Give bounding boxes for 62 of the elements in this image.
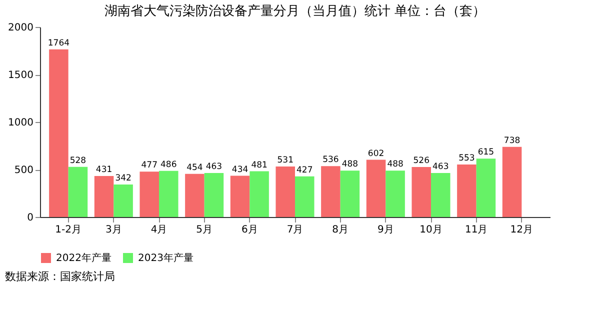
x-tick-label: 9月 [377,224,394,236]
x-tick-label: 11月 [464,224,488,236]
x-tick-label: 1-2月 [55,224,82,236]
x-tick-label: 6月 [241,224,258,236]
y-tick-label: 1500 [8,70,34,81]
bar [340,170,360,217]
bar [49,49,68,217]
data-label: 531 [277,156,294,166]
bar [114,184,133,217]
x-tick-label: 3月 [105,224,122,236]
data-label: 488 [387,160,404,170]
data-label: 477 [141,160,158,171]
bar [476,158,496,217]
bar [502,146,522,217]
bar [366,160,386,217]
data-label: 1764 [48,38,70,48]
x-tick-label: 4月 [150,224,168,236]
bar [140,172,159,217]
x-tick-label: 8月 [332,224,349,236]
data-label: 463 [206,162,222,172]
x-tick-label: 12月 [510,224,534,236]
source-note: 数据来源：国家统计局 [5,270,115,283]
data-label: 738 [504,136,520,146]
bar [68,166,88,217]
bar [276,166,295,217]
data-label: 454 [186,162,203,173]
data-label: 481 [251,160,268,170]
chart-title: 湖南省大气污染防治设备产量分月（当月值）统计 单位：台（套） [104,4,486,19]
data-label: 463 [432,162,449,172]
data-label: 434 [232,164,248,175]
y-tick-label: 0 [27,212,34,224]
y-tick-label: 2000 [8,22,34,34]
data-label: 488 [342,160,358,170]
bar [295,176,314,217]
data-label: 486 [160,160,177,170]
legend-label: 2022年产量 [56,252,112,264]
bar [431,173,450,217]
y-tick-label: 500 [14,165,34,176]
bar [321,166,340,217]
y-tick-label: 1000 [8,118,34,128]
bar [204,173,224,217]
bar [94,176,114,217]
bar [386,170,405,217]
data-label: 526 [413,156,430,166]
data-label: 528 [70,156,86,166]
data-label: 553 [458,153,475,164]
data-label: 431 [96,165,112,176]
bar [412,167,431,217]
x-tick-label: 7月 [286,224,304,236]
bar [159,170,178,217]
x-tick-label: 5月 [196,224,213,236]
data-label: 342 [115,174,132,184]
bar [250,171,269,217]
bar [457,164,476,217]
data-label: 615 [478,148,494,158]
x-tick-label: 10月 [420,224,442,236]
bar [185,174,204,217]
legend-label: 2023年产量 [138,252,194,264]
data-label: 427 [296,165,313,176]
bar [230,176,250,217]
data-label: 536 [322,155,339,166]
data-label: 602 [368,148,384,159]
